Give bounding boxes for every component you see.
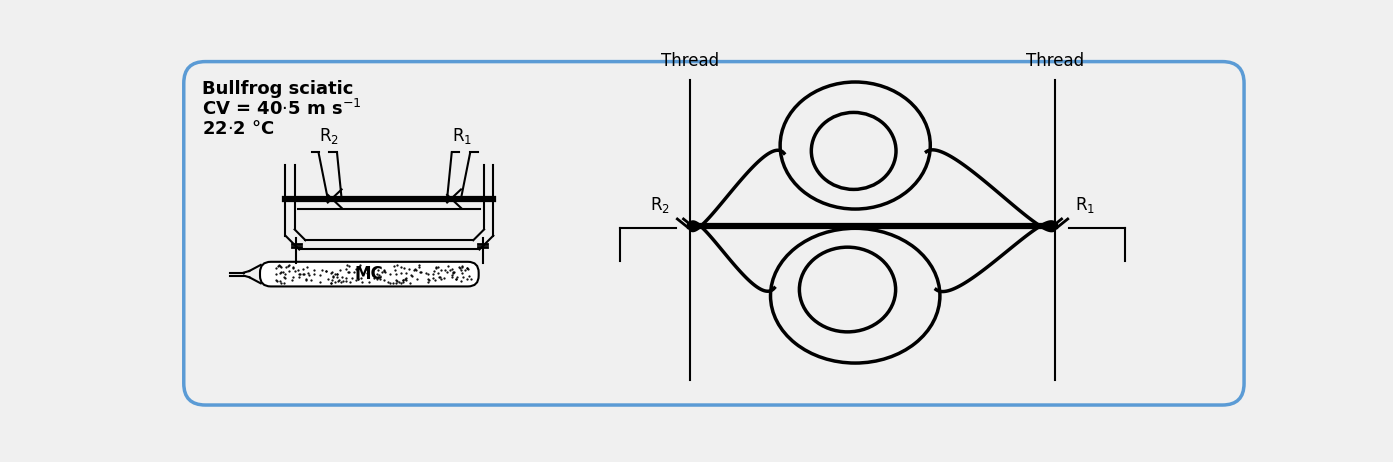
Text: R$_1$: R$_1$ (453, 126, 472, 146)
Text: 22$\cdot$2 °C: 22$\cdot$2 °C (202, 120, 274, 138)
Text: R$_2$: R$_2$ (651, 195, 670, 215)
Text: Thread: Thread (1027, 52, 1085, 70)
Text: R$_1$: R$_1$ (1074, 195, 1095, 215)
Text: Bullfrog sciatic: Bullfrog sciatic (202, 80, 354, 98)
Text: Thread: Thread (660, 52, 719, 70)
FancyBboxPatch shape (184, 61, 1244, 405)
FancyBboxPatch shape (260, 262, 479, 286)
Text: R$_2$: R$_2$ (319, 126, 340, 146)
Text: CV = 40$\cdot$5 m s$^{-1}$: CV = 40$\cdot$5 m s$^{-1}$ (202, 99, 362, 120)
Text: MC: MC (355, 265, 383, 283)
